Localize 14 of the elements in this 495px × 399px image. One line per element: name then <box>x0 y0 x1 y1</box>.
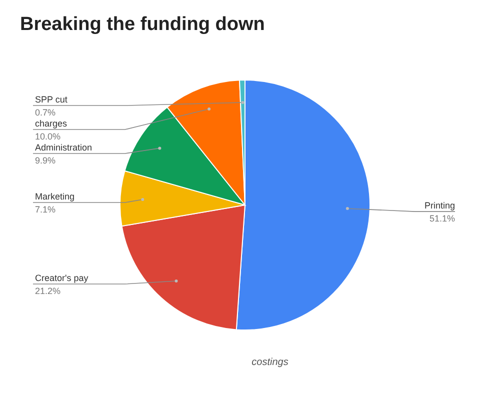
chart-title: Breaking the funding down <box>20 14 265 35</box>
slice-label: Printing <box>424 200 455 211</box>
text: costings <box>252 357 288 368</box>
slice-label: Creator's pay <box>35 273 89 284</box>
slice-label: Administration <box>35 142 92 153</box>
data-label: 7.1% <box>35 204 56 215</box>
slice-label: charges <box>35 118 68 129</box>
data-label: 0.7% <box>35 108 56 118</box>
data-label: 21.2% <box>35 286 61 296</box>
data-label: 10.0% <box>35 132 61 142</box>
slice-label: Marketing <box>35 192 75 202</box>
data-label: 51.1% <box>429 214 455 224</box>
data-label: 9.9% <box>35 156 56 166</box>
slice-label: SPP cut <box>35 94 68 105</box>
